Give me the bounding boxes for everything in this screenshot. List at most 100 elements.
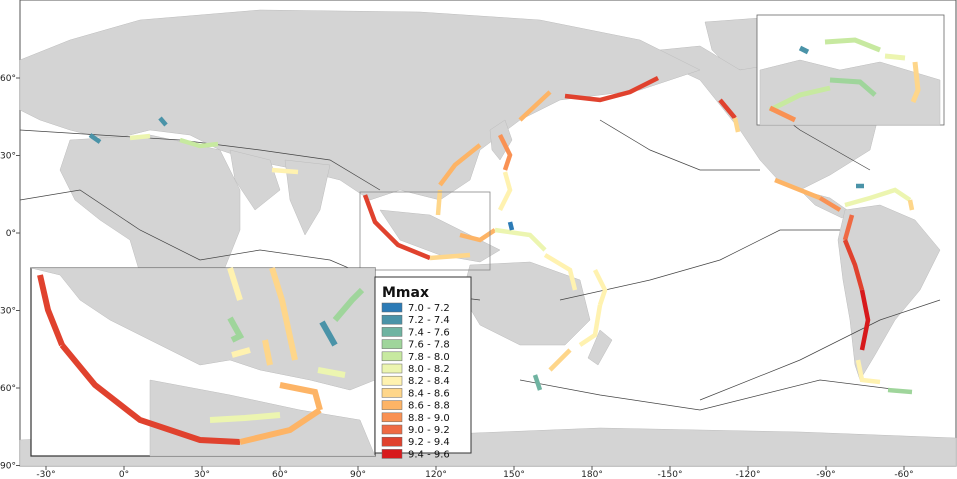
inset-segment-manila	[227, 267, 243, 301]
longitude-tick-label: 60°	[272, 470, 288, 479]
legend-label: 9.4 - 9.6	[408, 449, 450, 460]
segment-mexico	[774, 177, 821, 201]
segment-new-guinea	[494, 227, 547, 252]
inset-segment-panama	[768, 85, 831, 113]
land-masses	[19, 9, 957, 467]
southeast-asia-inset	[30, 191, 491, 457]
segment-aleutians	[564, 75, 660, 103]
segment-lesser-antilles	[907, 199, 915, 211]
legend-swatch	[381, 302, 403, 313]
inset-segment-lesser-antilles	[910, 61, 921, 103]
legend-label: 9.0 - 9.2	[408, 425, 450, 436]
legend-label: 8.2 - 8.4	[408, 376, 450, 387]
latitude-tick-label: -90°	[0, 462, 16, 472]
legend: Mmax 7.0 - 7.27.2 - 7.47.4 - 7.6 7.6 - 7.…	[374, 276, 472, 460]
latitude-tick-label: 0°	[6, 229, 16, 239]
inset-segment-colombia	[829, 77, 877, 97]
segment-java	[429, 252, 471, 261]
segment-kamchatka	[518, 90, 552, 122]
legend-label: 7.0 - 7.2	[408, 303, 450, 314]
segment-japan	[497, 133, 513, 171]
segment-philippines	[435, 189, 443, 216]
longitude-tick-label: -120°	[736, 470, 761, 479]
longitude-tick-label: 120°	[425, 470, 447, 479]
latitude-tick-label: -60°	[0, 384, 16, 394]
segment-hikurangi	[548, 348, 572, 372]
segment-makran	[271, 167, 299, 175]
segment-central-america	[818, 196, 842, 212]
inset-segment-hispaniola	[824, 37, 881, 53]
legend-swatch	[381, 424, 403, 435]
legend-swatch	[381, 400, 403, 410]
segment-peru	[842, 239, 865, 291]
inset-segment-puerto-rico	[884, 53, 906, 61]
longitude-tick-label: 150°	[503, 470, 525, 479]
longitude-tick-label: -30°	[36, 470, 55, 479]
inset-locator-box	[359, 191, 491, 271]
legend-items: 7.0 - 7.27.2 - 7.47.4 - 7.6 7.6 - 7.87.8 …	[381, 302, 450, 460]
segment-cyprus	[129, 133, 151, 141]
inset-segment-cotabato	[262, 339, 273, 366]
longitude-ticks: -30° 0° 30° 60° 90° 120° 150° 180° -150° -120° -90…	[36, 466, 914, 479]
legend-swatch	[381, 388, 403, 398]
segment-hellenic	[179, 137, 219, 149]
inset-segment-java	[239, 407, 322, 445]
latitude-tick-label: 60°	[0, 74, 16, 84]
longitude-tick-label: -60°	[894, 470, 913, 479]
inset-segment-north-sulawesi	[317, 367, 346, 378]
legend-title: Mmax	[382, 285, 429, 301]
legend-swatch	[381, 363, 403, 374]
segment-new-britain	[507, 221, 515, 231]
segment-tonga	[578, 304, 603, 347]
plate-boundaries	[19, 99, 941, 411]
inset-segment-nicaragua	[768, 105, 797, 123]
inset-segment-sumatra	[59, 343, 241, 445]
legend-label: 8.0 - 8.2	[408, 364, 450, 375]
legend-label: 7.4 - 7.6	[408, 327, 450, 338]
legend-label: 7.6 - 7.8	[408, 340, 450, 351]
legend-swatch	[381, 351, 403, 362]
segment-sumatra	[362, 194, 431, 261]
segment-ryukyu	[438, 143, 482, 187]
legend-swatch	[381, 327, 403, 337]
segment-scotia	[887, 387, 913, 395]
segment-caribbean	[844, 187, 912, 208]
longitude-tick-label: 0°	[119, 470, 129, 479]
longitude-tick-label: 90°	[350, 470, 366, 479]
latitude-ticks: 60° 30° 0° -30° -60° -90°	[0, 74, 20, 472]
segment-alaska	[718, 98, 737, 120]
segment-puysegur	[532, 374, 543, 391]
longitude-tick-label: -150°	[658, 470, 683, 479]
legend-swatch	[381, 314, 403, 325]
inset-segment-philippine-trench	[269, 267, 298, 361]
caribbean-inset	[756, 14, 945, 126]
inset-segment-banda	[279, 382, 323, 411]
legend-label: 7.2 - 7.4	[408, 315, 450, 326]
segment-calabria	[158, 116, 168, 127]
land-new-zealand	[587, 329, 613, 366]
legend-swatch	[381, 339, 403, 349]
legend-swatch	[381, 449, 403, 459]
inset-segment-sumatra-andaman	[37, 274, 65, 347]
legend-swatch	[381, 412, 403, 423]
legend-label: 7.8 - 8.0	[408, 352, 450, 363]
segment-vanuatu	[592, 268, 608, 306]
latitude-tick-label: -30°	[0, 307, 16, 317]
segment-izu	[497, 171, 513, 212]
land-india	[284, 159, 331, 236]
inset-segment-halmahera	[319, 320, 338, 347]
segment-cascadia	[732, 117, 741, 133]
segment-solomon	[543, 253, 578, 291]
latitude-tick-label: 30°	[0, 152, 16, 162]
longitude-tick-label: -90°	[816, 470, 835, 479]
segment-chile	[859, 289, 871, 351]
longitude-tick-label: 180°	[581, 470, 603, 479]
legend-swatch	[381, 375, 403, 386]
legend-label: 8.6 - 8.8	[408, 401, 450, 412]
segment-colombia	[842, 214, 855, 241]
inset-segment-new-guinea-north	[332, 287, 365, 322]
inset-segment-cuba	[798, 45, 810, 55]
land-arabia	[229, 149, 281, 211]
legend-label: 8.8 - 9.0	[408, 413, 450, 424]
